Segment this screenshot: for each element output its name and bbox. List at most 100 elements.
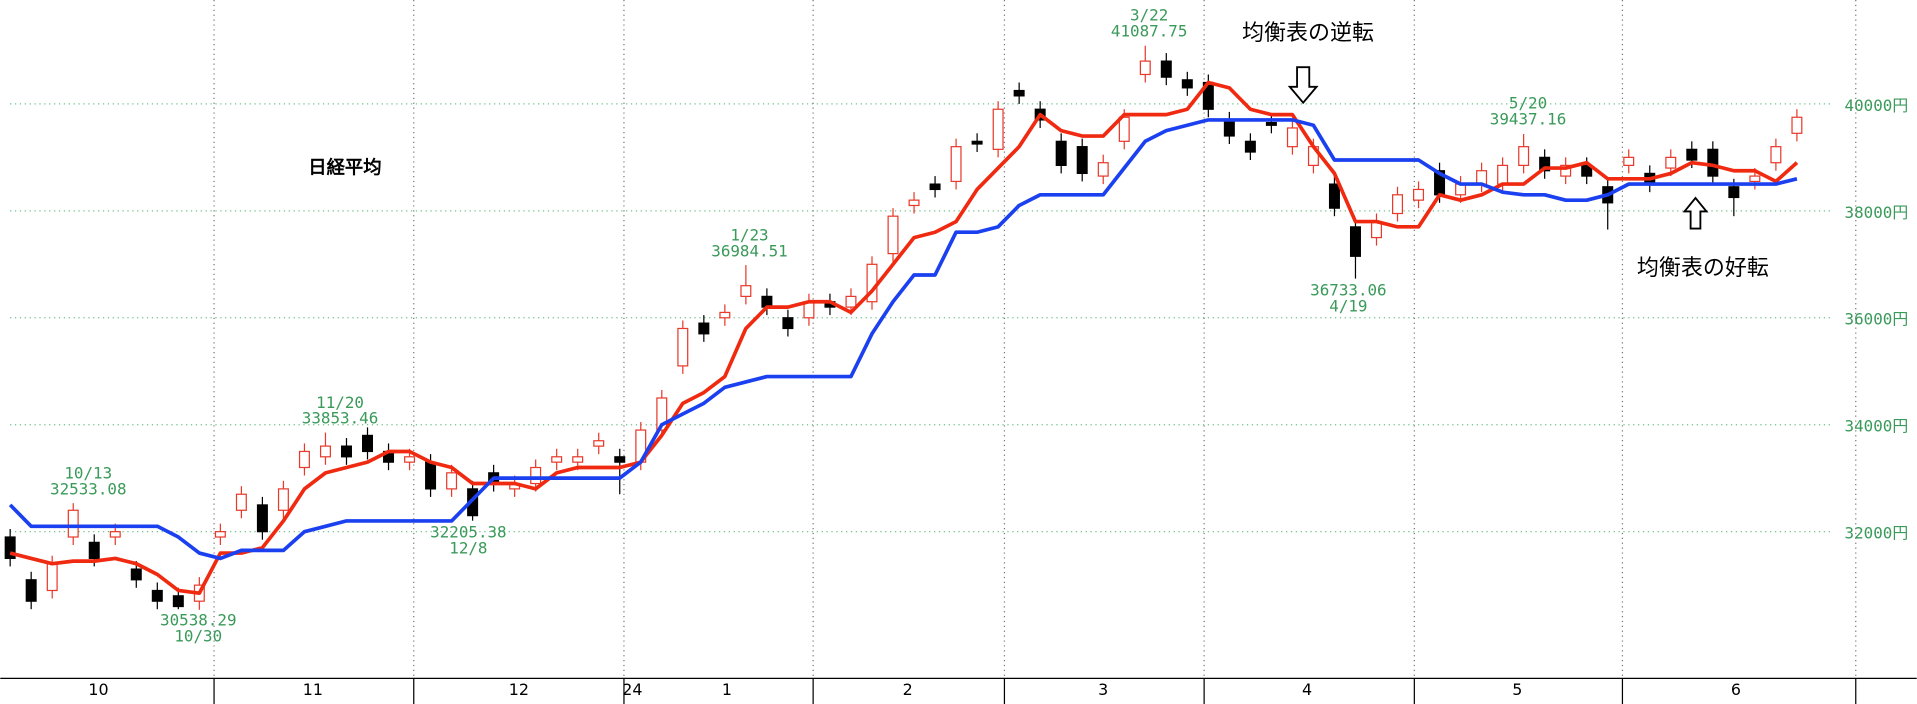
callout-label: 均衡表の逆転	[1242, 21, 1374, 46]
candle-body	[1665, 156, 1677, 169]
candle-body	[256, 504, 268, 533]
candle-body	[130, 568, 142, 581]
candle-body	[88, 541, 100, 560]
candle-body	[572, 456, 584, 463]
candle-body	[782, 317, 794, 330]
annotation-value: 41087.75	[1111, 21, 1187, 40]
candle-body	[1349, 226, 1361, 257]
candle-body	[740, 285, 752, 298]
candle-body	[319, 445, 331, 458]
candle-body	[593, 440, 605, 447]
candle-body	[1560, 164, 1572, 177]
annotation-date: 10/30	[174, 626, 222, 645]
candle-body	[971, 140, 983, 145]
annotation-value: 32533.08	[50, 480, 126, 499]
candle-body	[1223, 119, 1235, 137]
candle-body	[698, 322, 710, 335]
candle-body	[1055, 140, 1067, 166]
candle-body	[425, 461, 437, 490]
x-tick-label: 3	[1098, 680, 1108, 699]
candle-body	[551, 456, 563, 463]
x-tick-label: 2	[903, 680, 913, 699]
annotation-date: 4/19	[1329, 296, 1367, 315]
annotation-value: 32205.38	[430, 522, 506, 541]
candle-body	[950, 146, 962, 183]
candle-body	[1770, 146, 1782, 164]
plot-layer: 32000円 34000円 36000円 38000円 40000円 10 11 12 2 4 1 2…	[4, 0, 1909, 704]
annotation-value: 36984.51	[711, 241, 787, 260]
down-arrow	[1287, 66, 1319, 105]
annotation-date: 11/20	[316, 393, 364, 412]
candle-body	[1118, 116, 1130, 142]
candle-body	[530, 466, 542, 485]
annotation-date: 10/13	[64, 464, 112, 483]
candle-body	[908, 199, 920, 207]
candle-body	[151, 589, 163, 602]
candle-body	[1539, 156, 1551, 172]
candle-body	[25, 579, 37, 602]
y-tick-label: 38000円	[1845, 203, 1909, 222]
candle-body	[1581, 164, 1593, 177]
candle-body	[235, 493, 247, 511]
annotation-date: 12/8	[449, 538, 487, 557]
annotation-value: 30538.29	[160, 610, 236, 629]
indicator-line	[9, 80, 1799, 595]
candle-body	[446, 472, 458, 490]
candle-body	[1707, 148, 1719, 177]
candle-body	[992, 108, 1004, 150]
candle-body	[214, 531, 226, 538]
candle-body	[614, 456, 626, 463]
x-tick-label: 1	[722, 680, 732, 699]
candle-body	[1623, 156, 1635, 166]
candle-body	[67, 509, 79, 538]
candle-body	[1181, 79, 1193, 89]
callout-label: 均衡表の好転	[1637, 256, 1769, 281]
candle-body	[719, 311, 731, 319]
candle-body	[1518, 146, 1530, 166]
candle-body	[1497, 164, 1509, 185]
candle-body	[404, 456, 416, 463]
candle-body	[172, 595, 184, 608]
candle-body	[1097, 162, 1109, 177]
candle-body	[1476, 170, 1488, 185]
candle-body	[362, 434, 374, 453]
annotation-value: 36733.06	[1310, 280, 1386, 299]
x-tick-label: 12	[509, 680, 529, 699]
chart-title: 日経平均	[308, 157, 381, 179]
candle-body	[1328, 183, 1340, 209]
annotation-date: 5/20	[1509, 93, 1547, 112]
annotation-date: 3/22	[1130, 5, 1168, 24]
candle-body	[656, 397, 668, 431]
candle-body	[1392, 194, 1404, 215]
candle-body	[1728, 186, 1740, 199]
x-tick-label: 6	[1731, 680, 1741, 699]
candle-body	[277, 488, 289, 511]
candle-body	[845, 295, 857, 308]
candle-body	[1139, 60, 1151, 76]
candle-body	[1686, 148, 1698, 161]
x-tick-label: 10	[88, 680, 108, 699]
candle-body	[1265, 121, 1277, 126]
candle-body	[46, 563, 58, 592]
candle-body	[677, 327, 689, 367]
candle-body	[1244, 140, 1256, 153]
y-tick-label: 34000円	[1845, 417, 1909, 436]
x-tick-label: 5	[1512, 680, 1522, 699]
annotation-date: 1/23	[730, 225, 768, 244]
x-tick-label: 4	[1302, 680, 1312, 699]
candle-body	[1749, 175, 1761, 183]
candle-body	[1286, 127, 1298, 148]
indicator-line	[8, 118, 1798, 561]
annotation-value: 33853.46	[302, 409, 378, 428]
y-tick-label: 40000円	[1845, 96, 1909, 115]
y-tick-label: 32000円	[1845, 524, 1909, 543]
y-tick-label: 36000円	[1845, 310, 1909, 329]
candle-body	[1791, 116, 1803, 134]
up-arrow	[1682, 196, 1709, 230]
candle-body	[340, 445, 352, 458]
x-tick-label: 11	[303, 680, 323, 699]
candle-body	[887, 215, 899, 255]
candle-body	[1160, 60, 1172, 78]
candle-body	[1413, 188, 1425, 201]
